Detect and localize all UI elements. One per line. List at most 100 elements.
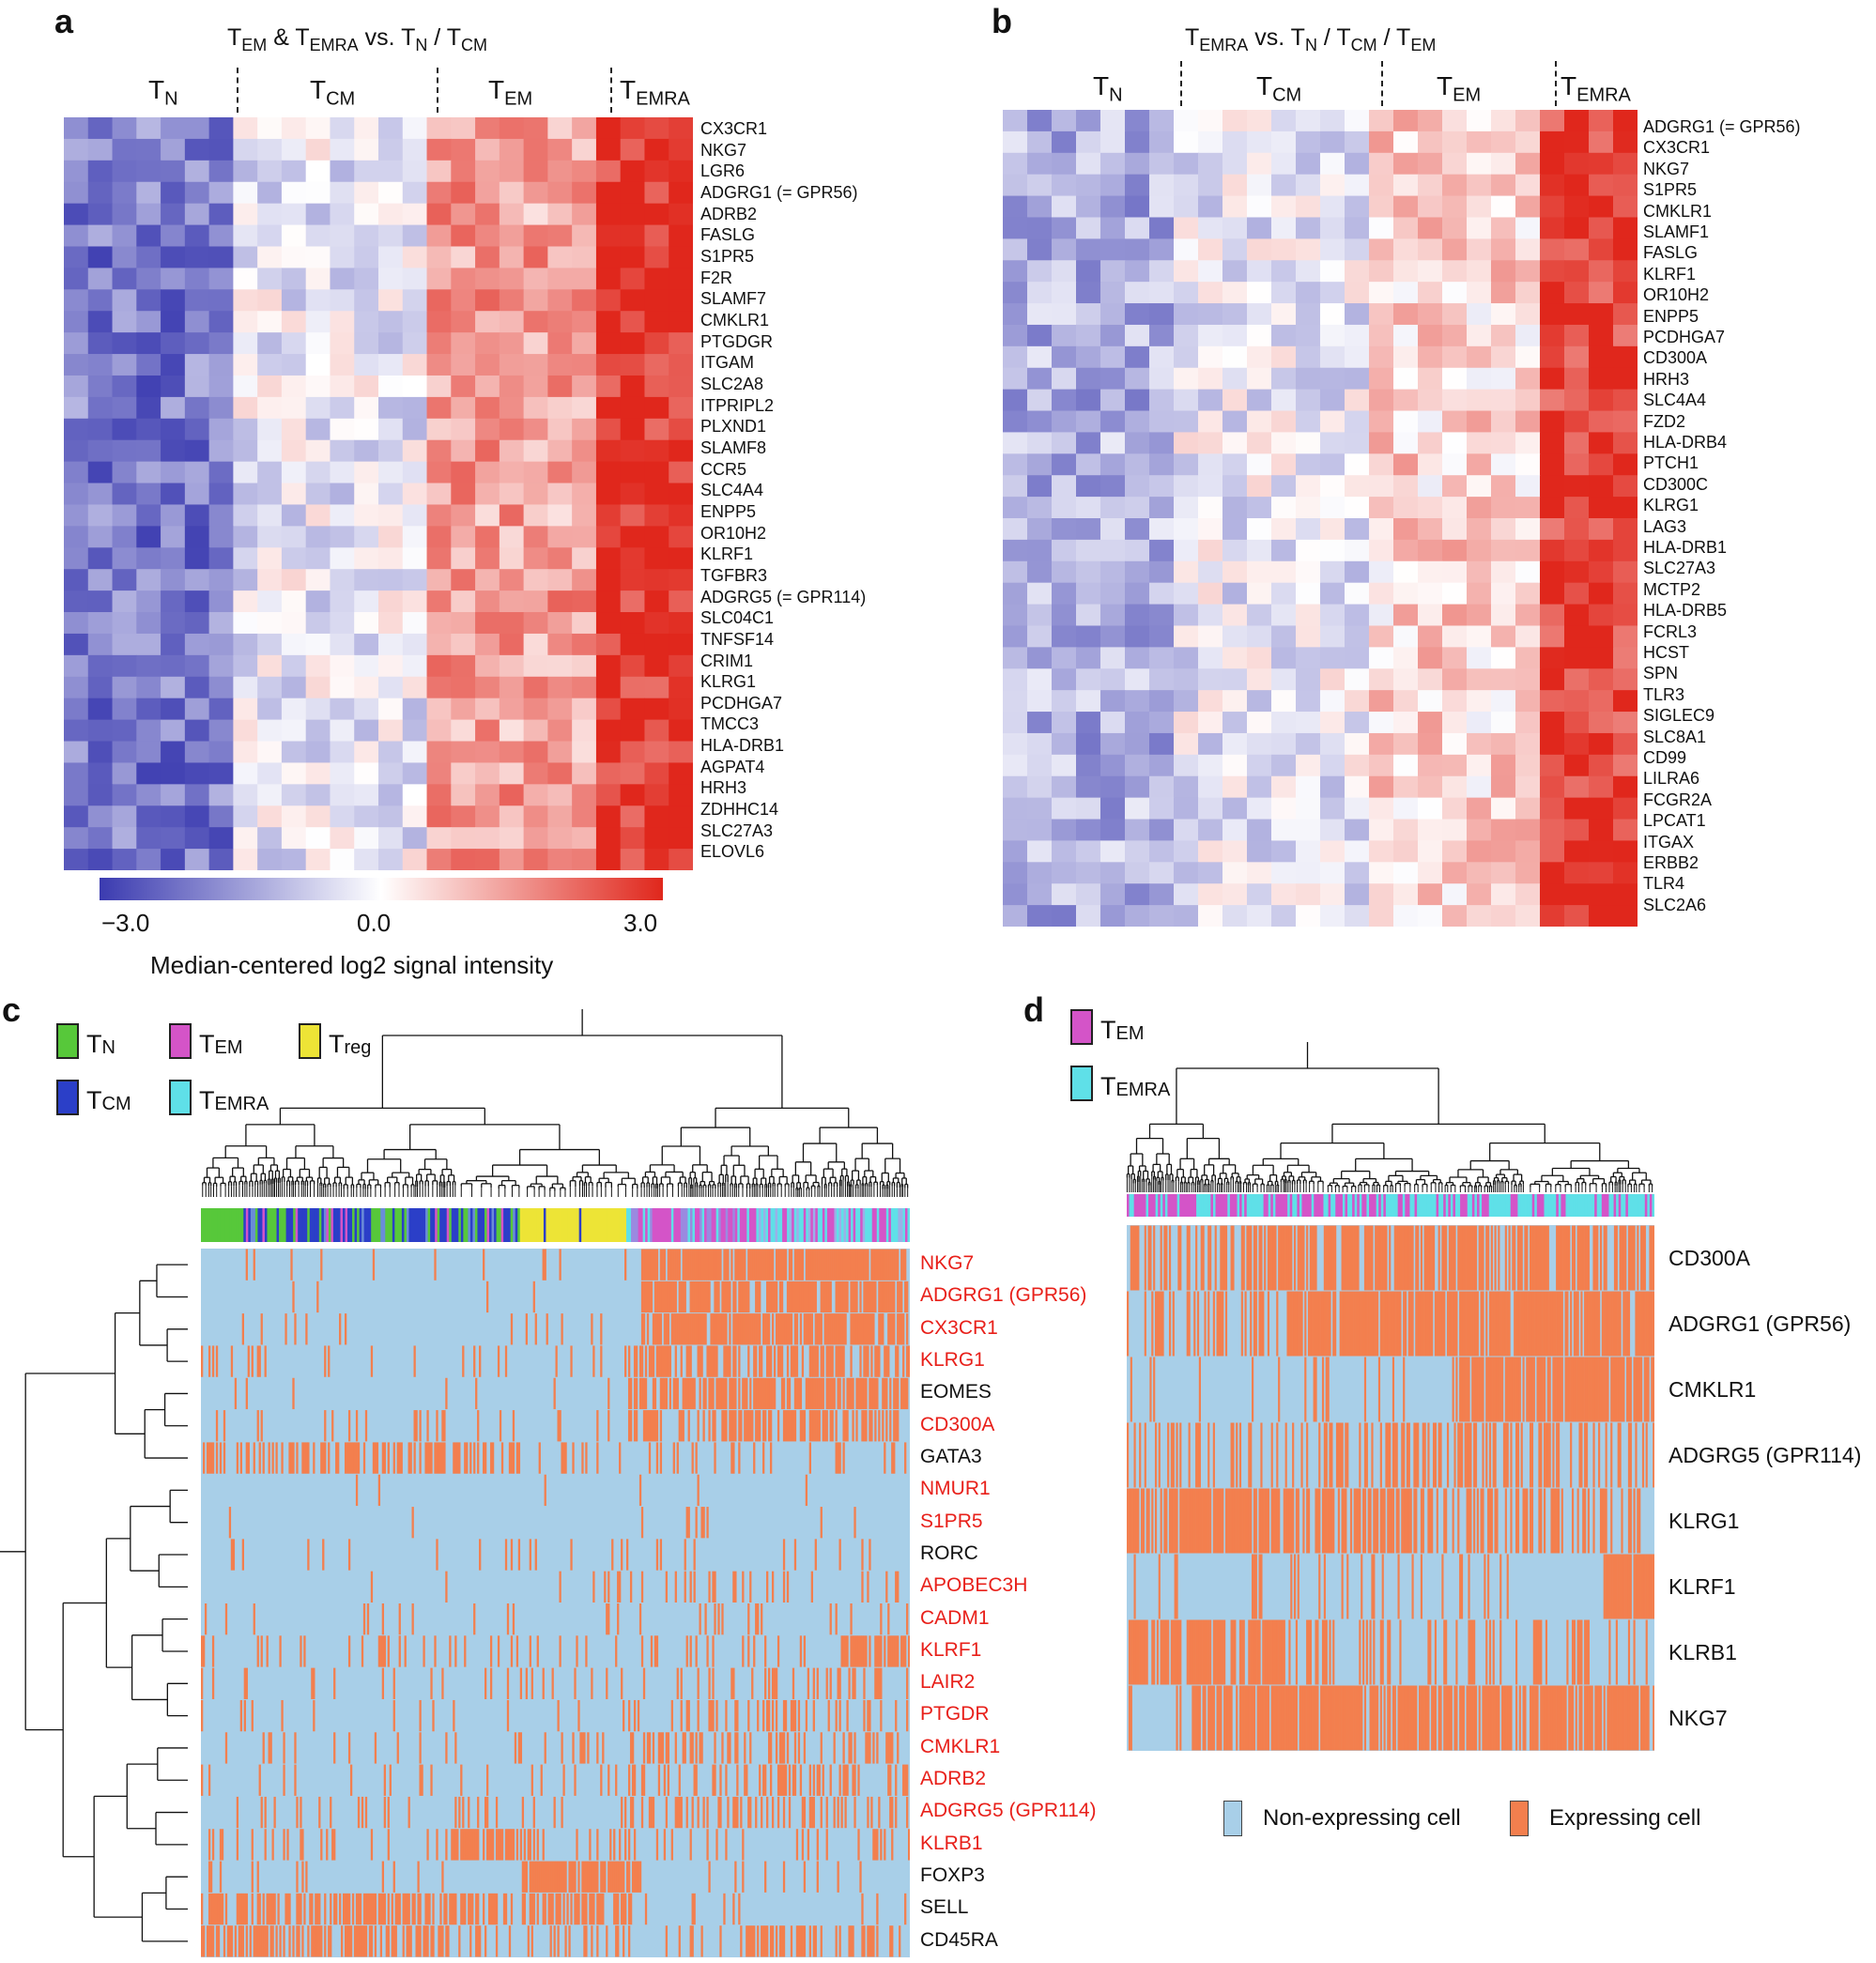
expressing-cell	[753, 1313, 756, 1345]
expressing-cell	[782, 1539, 786, 1571]
expressing-cell	[607, 1764, 610, 1796]
expressing-cell	[398, 1603, 401, 1635]
expressing-cell	[424, 1893, 427, 1925]
expressing-cell	[863, 1377, 866, 1410]
heatmap-cell	[1296, 732, 1321, 756]
heatmap-cell	[1491, 260, 1516, 283]
gene-label: KLRG1	[1643, 496, 1699, 515]
heatmap-cell	[1345, 647, 1370, 669]
expressing-cell	[326, 1829, 329, 1861]
heatmap-cell	[1418, 260, 1443, 283]
expressing-cell	[790, 1249, 793, 1281]
heatmap-cell	[1174, 260, 1199, 283]
heatmap-cell	[184, 590, 210, 613]
heatmap-cell	[1491, 732, 1516, 756]
expressing-cell	[838, 1539, 841, 1571]
expressing-cell	[674, 1249, 677, 1281]
heatmap-cell	[1442, 754, 1468, 777]
expressing-cell	[532, 1829, 535, 1861]
expressing-cell	[751, 1313, 754, 1345]
expressing-cell	[443, 1442, 446, 1474]
heatmap-cell	[451, 268, 476, 290]
heatmap-cell	[1345, 238, 1370, 261]
heatmap-cell	[257, 117, 283, 140]
expressing-cell	[897, 1377, 900, 1410]
heatmap-cell	[1320, 260, 1345, 283]
heatmap-cell	[1540, 797, 1565, 820]
heatmap-cell	[1442, 345, 1468, 369]
heatmap-cell	[136, 268, 161, 290]
expressing-cell	[874, 1410, 877, 1442]
heatmap-cell	[305, 461, 331, 484]
heatmap-cell	[499, 461, 525, 484]
expressing-cell	[419, 1732, 422, 1764]
heatmap-cell	[1467, 238, 1492, 261]
heatmap-cell	[378, 117, 404, 140]
heatmap-cell	[233, 418, 258, 441]
heatmap-cell	[1467, 754, 1492, 777]
heatmap-cell	[1369, 282, 1394, 304]
heatmap-cell	[1515, 217, 1541, 239]
expressing-cell	[682, 1313, 684, 1345]
expressing-cell	[347, 1635, 351, 1667]
expressing-cell	[749, 1313, 752, 1345]
heatmap-cell	[1271, 497, 1297, 519]
heatmap-cell	[233, 224, 258, 248]
expressing-cell	[734, 1345, 737, 1377]
expressing-cell	[734, 1861, 737, 1893]
heatmap-cell	[1247, 862, 1272, 884]
expressing-cell	[519, 1667, 523, 1699]
heatmap-cell	[499, 504, 525, 527]
expressing-cell	[648, 1796, 652, 1829]
heatmap-cell	[161, 160, 186, 183]
heatmap-cell	[64, 676, 89, 699]
expressing-cell	[715, 1313, 718, 1345]
expressing-cell	[239, 1893, 243, 1925]
heatmap-cell	[1100, 367, 1126, 391]
celltype-mark	[536, 1208, 540, 1242]
celltype-mark	[661, 1208, 665, 1242]
heatmap-cell	[402, 396, 428, 420]
expressing-cell	[538, 1442, 541, 1474]
expressing-cell	[691, 1796, 694, 1829]
expressing-cell	[532, 1861, 535, 1893]
heatmap-cell	[1222, 130, 1248, 154]
expressing-cell	[661, 1249, 665, 1281]
heatmap-cell	[136, 439, 161, 463]
celltype-mark	[619, 1208, 623, 1242]
expressing-cell	[591, 1893, 593, 1925]
heatmap-cell	[1515, 475, 1541, 498]
heatmap-cell	[87, 375, 114, 398]
heatmap-cell	[87, 526, 114, 548]
expressing-cell	[654, 1377, 657, 1410]
expressing-cell	[652, 1732, 655, 1764]
heatmap-cell	[208, 160, 234, 183]
expressing-cell	[525, 1667, 528, 1699]
celltype-mark	[753, 1208, 757, 1242]
expressing-cell	[659, 1539, 663, 1571]
expressing-cell	[723, 1410, 726, 1442]
heatmap-cell	[184, 246, 210, 268]
heatmap-cell	[1271, 303, 1297, 326]
expressing-cell	[638, 1345, 642, 1377]
expressing-cell	[519, 1829, 523, 1861]
heatmap-cell	[1247, 690, 1272, 713]
heatmap-cell	[64, 160, 89, 183]
expressing-cell	[687, 1377, 690, 1410]
expressing-cell	[803, 1796, 807, 1829]
heatmap-cell	[547, 590, 573, 613]
expressing-cell	[266, 1635, 269, 1667]
heatmap-cell	[595, 181, 622, 205]
heatmap-cell	[1564, 754, 1590, 777]
gene-label: F2R	[700, 268, 733, 287]
heatmap-cell	[330, 268, 355, 290]
expressing-cell	[559, 1893, 561, 1925]
heatmap-cell	[64, 590, 89, 613]
heatmap-cell	[1027, 732, 1053, 756]
heatmap-cell	[669, 375, 693, 398]
heatmap-cell	[161, 354, 186, 376]
gene-label: FCGR2A	[1643, 790, 1713, 809]
heatmap-cell	[426, 849, 452, 870]
expressing-cell	[661, 1345, 665, 1377]
celltype-mark	[236, 1208, 239, 1242]
